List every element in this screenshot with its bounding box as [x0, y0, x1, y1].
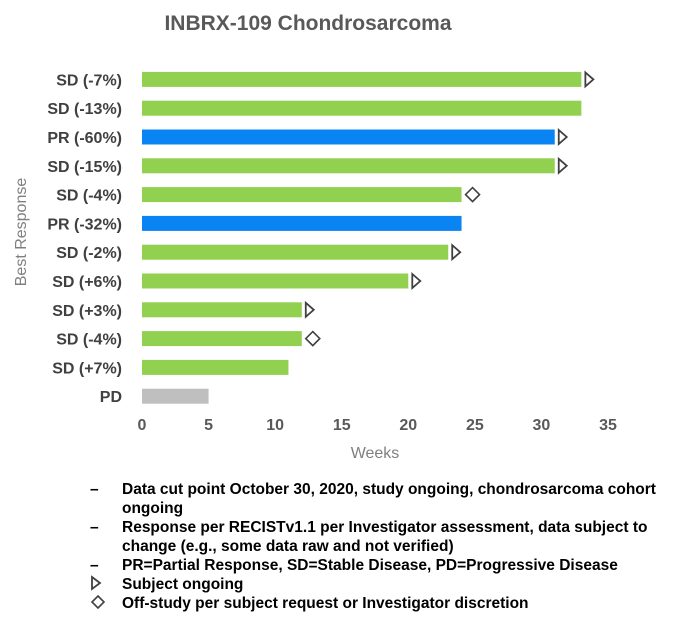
x-tick-label: 10 [266, 417, 284, 434]
x-tick-label: 20 [399, 417, 417, 434]
dash-icon: – [90, 519, 99, 536]
bar [142, 273, 409, 289]
category-label: SD (-13%) [47, 101, 122, 118]
footnote-text: Response per RECISTv1.1 per Investigator… [122, 519, 648, 555]
bar [142, 359, 289, 375]
x-tick-label: 0 [138, 417, 147, 434]
footnote-text: Data cut point October 30, 2020, study o… [122, 481, 656, 517]
category-label: SD (+7%) [52, 360, 122, 377]
x-tick-label: 35 [599, 417, 617, 434]
category-label: PR (-60%) [47, 130, 122, 147]
ongoing-marker [584, 70, 595, 89]
x-axis-title: Weeks [351, 445, 400, 462]
category-label: SD (-2%) [56, 245, 122, 262]
ongoing-marker [304, 300, 316, 319]
category-label: SD (-15%) [47, 159, 122, 176]
ongoing-marker [557, 128, 569, 146]
dash-icon: – [90, 481, 99, 498]
footnote-text: Subject ongoing [122, 576, 244, 593]
off-study-marker [464, 186, 481, 203]
footnote-item: – PR=Partial Response, SD=Stable Disease… [82, 556, 682, 575]
footnote-item: Off-study per subject request or Investi… [82, 594, 682, 613]
category-label: SD (-4%) [56, 332, 122, 349]
bar [142, 215, 462, 231]
bar [142, 244, 449, 260]
x-tick-label: 30 [533, 417, 551, 434]
category-label: SD (-4%) [56, 188, 122, 205]
bars-layer [142, 71, 582, 404]
category-label: PR (-32%) [47, 216, 122, 233]
triangle-icon [82, 575, 122, 591]
category-label: SD (+6%) [52, 274, 122, 291]
dash-icon: – [90, 557, 99, 574]
bar [142, 100, 582, 116]
bar [142, 187, 462, 203]
category-label: SD (-7%) [56, 72, 122, 89]
ongoing-marker [451, 243, 462, 262]
chart: INBRX-109 Chondrosarcoma Best Response W… [13, 12, 617, 462]
x-tick-labels: 0 5 10 15 20 25 30 35 [138, 417, 617, 434]
footnote-item: Subject ongoing [82, 575, 682, 594]
bar [142, 129, 555, 145]
y-axis-title: Best Response [13, 178, 30, 287]
bar [142, 388, 209, 404]
category-labels: SD (-7%) SD (-13%) PR (-60%) SD (-15%) SD (-… [47, 72, 122, 406]
footnote-text: Off-study per subject request or Investi… [122, 595, 529, 612]
bar [142, 331, 302, 347]
off-study-marker [304, 330, 321, 347]
markers-layer [304, 70, 595, 347]
footnotes: – Data cut point October 30, 2020, study… [82, 480, 682, 613]
ongoing-marker [411, 272, 422, 290]
chart-title: INBRX-109 Chondrosarcoma [164, 12, 451, 35]
ongoing-marker [557, 156, 569, 175]
x-tick-label: 25 [466, 417, 484, 434]
footnote-item: – Response per RECISTv1.1 per Investigat… [82, 518, 682, 556]
footnote-text: PR=Partial Response, SD=Stable Disease, … [122, 557, 618, 574]
bar [142, 158, 555, 174]
category-label: PD [100, 389, 122, 406]
footnote-item: – Data cut point October 30, 2020, study… [82, 480, 682, 518]
x-tick-label: 15 [333, 417, 351, 434]
bar [142, 71, 582, 87]
x-tick-label: 5 [204, 417, 213, 434]
category-label: SD (+3%) [52, 303, 122, 320]
diamond-icon [82, 594, 122, 610]
bar [142, 302, 302, 318]
